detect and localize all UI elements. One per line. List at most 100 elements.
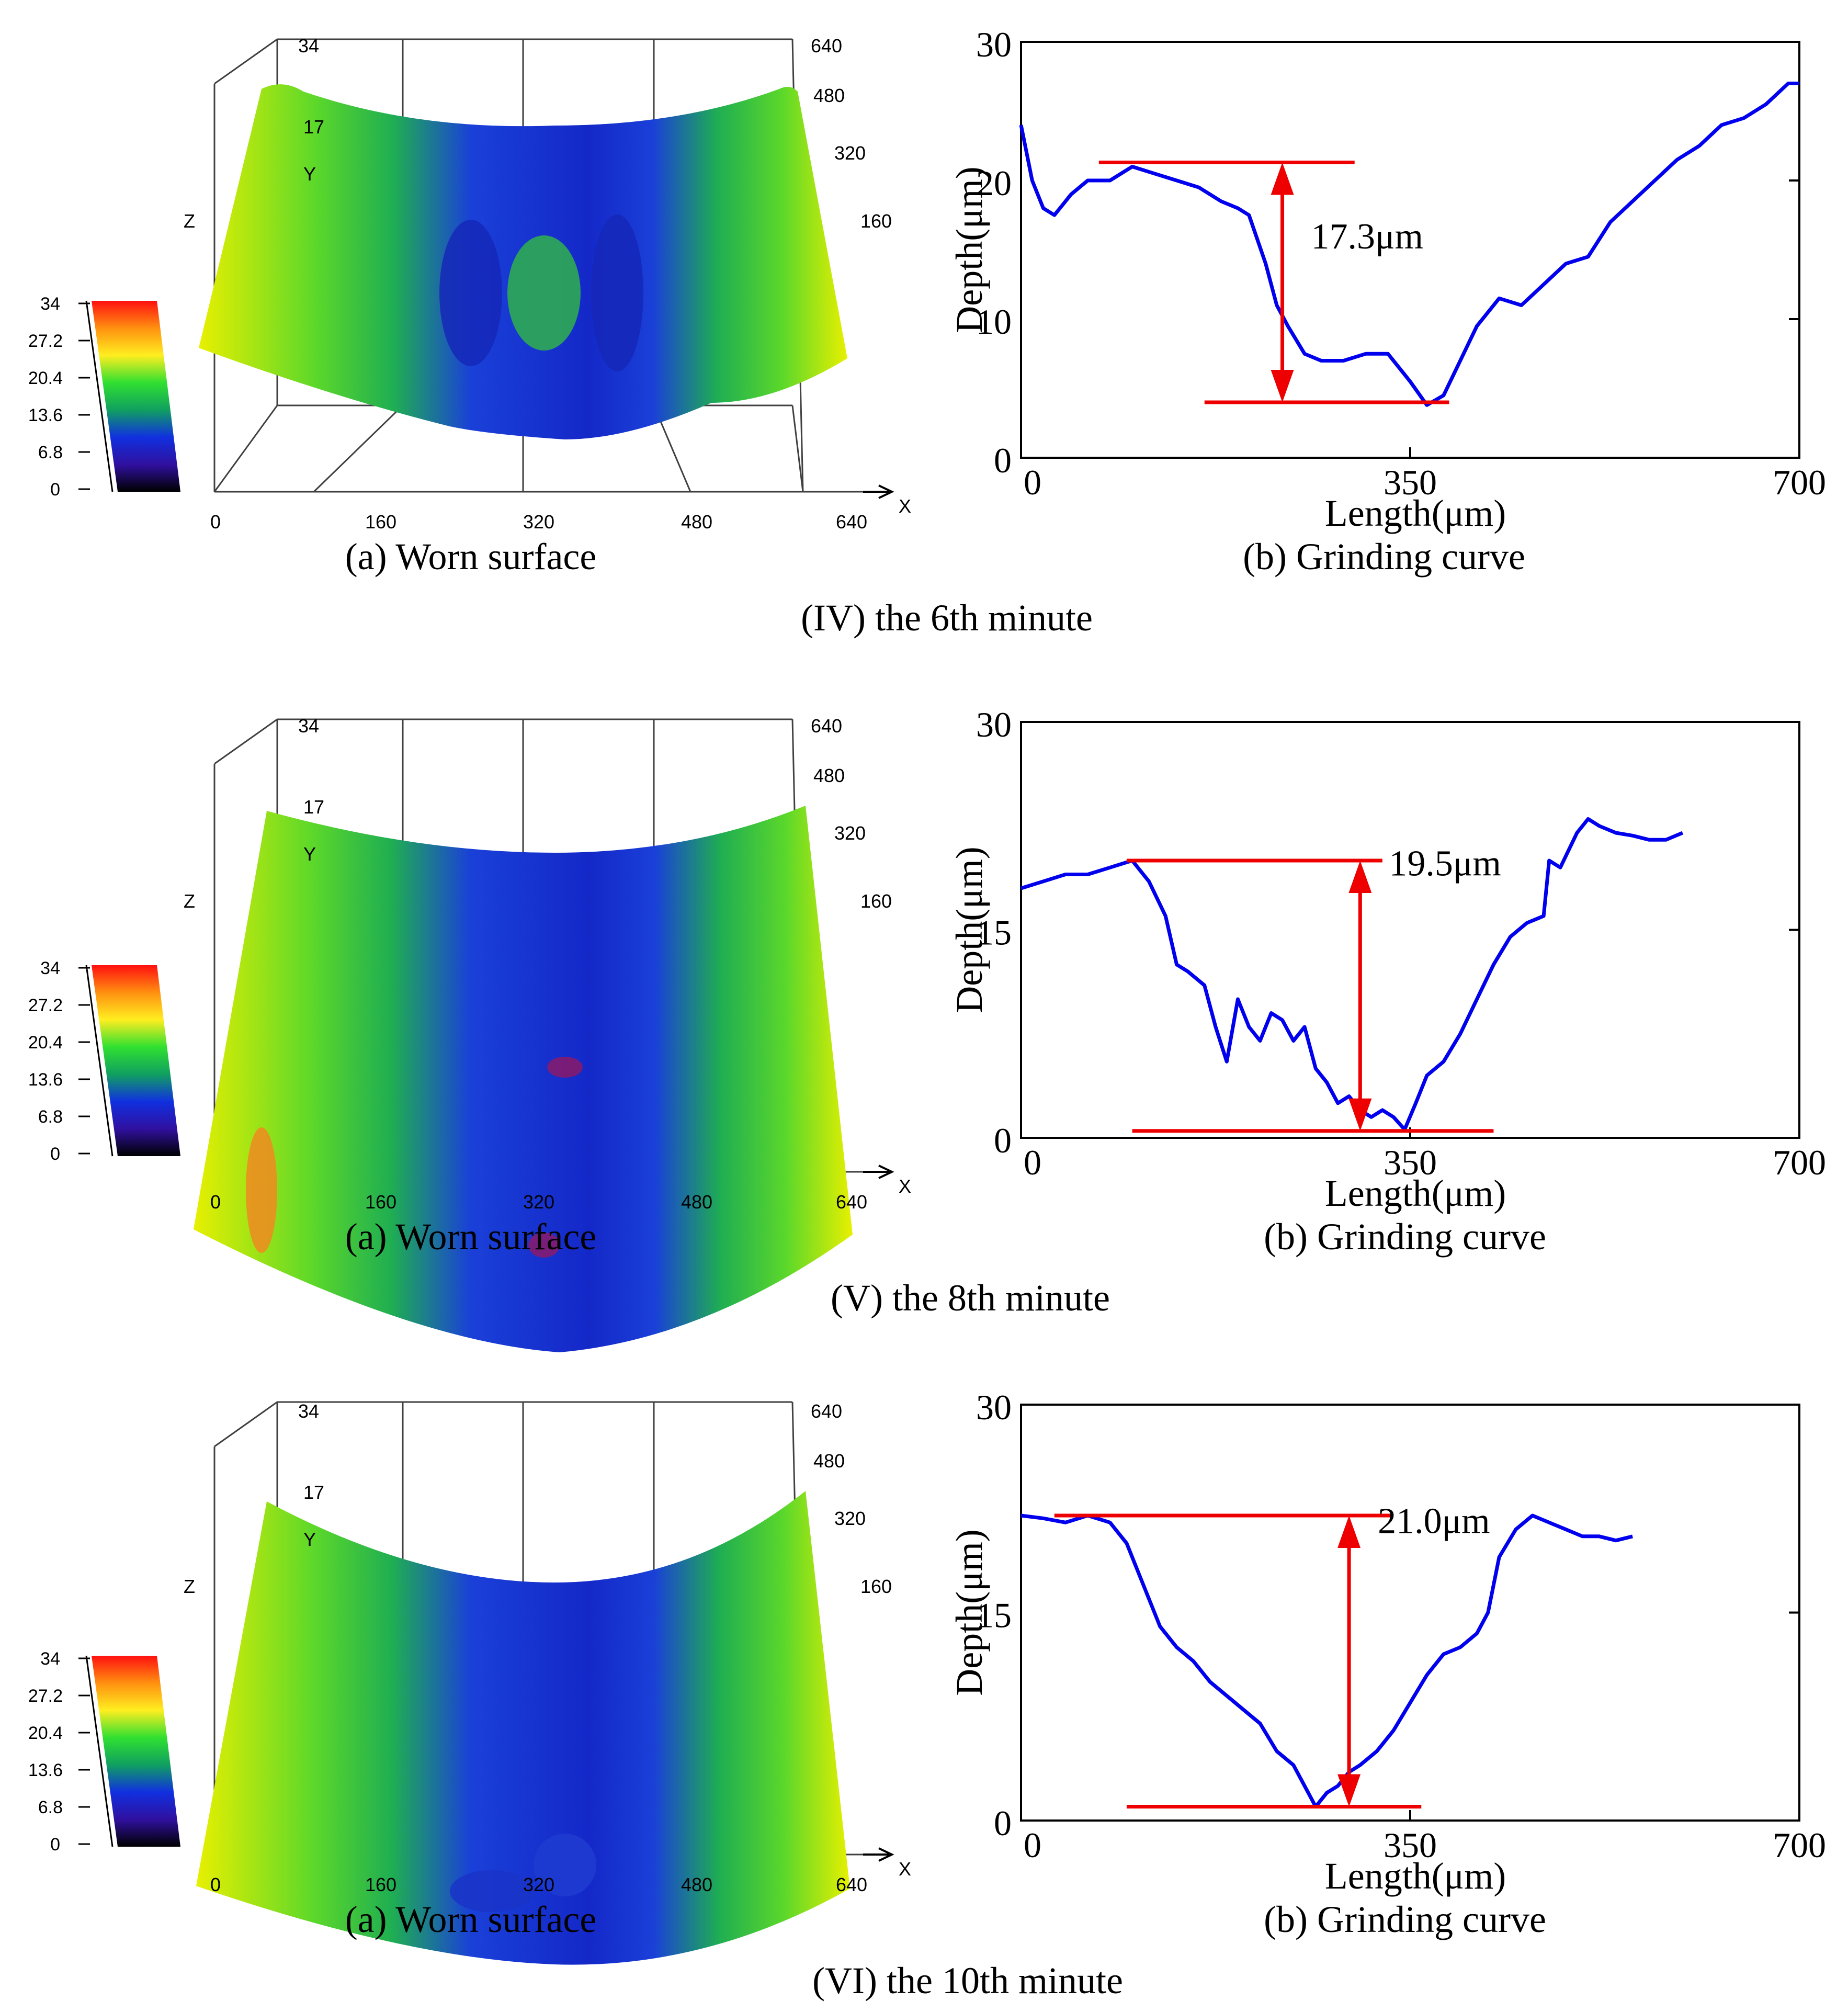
x-tick-label: 0: [1024, 1143, 1041, 1182]
colorbar-tick-label: 20.4: [28, 1723, 63, 1743]
y-tick-label: 480: [813, 85, 845, 106]
y-tick-label: 480: [813, 1450, 845, 1472]
y-tick-label: 0: [994, 1121, 1012, 1160]
grinding-curve-line: [1021, 1513, 1633, 1808]
arrowhead-down-icon: [1337, 1774, 1361, 1807]
colorbar-axis: [85, 300, 114, 492]
y-tick-label: 640: [811, 1400, 842, 1422]
surface-feature: [547, 1057, 583, 1078]
z-axis-label: Z: [184, 210, 195, 232]
x-tick-label: 0: [1024, 462, 1041, 502]
wireframe-line: [214, 38, 278, 85]
grinding-curve-line: [1020, 817, 1684, 1132]
y-axis-label: Y: [303, 163, 316, 185]
plot-frame: [1020, 1404, 1800, 1822]
worn-surface-panel: 34 17 Y Z X 0 160 320 480 640 640 480 320 160 34 27.2 20…: [28, 1400, 911, 1965]
z-mid-label: 17: [303, 116, 324, 138]
wireframe-line: [791, 405, 804, 492]
x-tick-label: 480: [681, 1874, 712, 1895]
y-tick-label: 15: [976, 913, 1012, 953]
x-tick-label: 640: [836, 1874, 867, 1895]
surface-feature: [507, 235, 581, 351]
arrowhead-down-icon: [1271, 370, 1294, 402]
x-axis-title: Length(μm): [1325, 1172, 1506, 1214]
y-tick-label: 640: [811, 715, 842, 737]
wireframe-line: [214, 1401, 278, 1448]
depth-annotation-label: 21.0μm: [1378, 1501, 1490, 1541]
x-axis-label: X: [899, 1175, 911, 1197]
x-arrow-icon: [863, 1165, 894, 1179]
colorbar-tick-label: 20.4: [28, 1033, 63, 1053]
y-tick-label: 160: [860, 1576, 892, 1597]
x-tick-label: 320: [523, 511, 554, 533]
z-top-label: 34: [298, 715, 319, 737]
y-tick-label: 160: [860, 890, 892, 912]
wireframe-line: [213, 405, 278, 492]
y-tick-label: 640: [811, 35, 842, 56]
colorbar-tick-label: 6.8: [38, 1798, 63, 1817]
y-tick-label: 30: [976, 705, 1012, 744]
x-tick-label: 0: [1024, 1825, 1041, 1865]
depth-annotation-label: 17.3μm: [1311, 217, 1423, 257]
plot-frame: [1020, 721, 1800, 1139]
colorbar-tick-label: 13.6: [28, 1070, 63, 1090]
figure-row-6: 34 17 Y Z X 0 160 320 480 640 640 480 320 160 34 27.2 20…: [28, 1387, 1826, 2002]
arrowhead-down-icon: [1348, 1098, 1372, 1131]
surface-feature: [439, 220, 502, 366]
x-tick-label: 350: [1384, 1143, 1437, 1182]
row-caption: (IV) the 6th minute: [801, 597, 1093, 639]
y-tick-label: 10: [976, 302, 1012, 342]
grinding-curve-chart: 0 10 20 30 0 350 700 Length(μm) Depth(μm) 17.3μm (…: [948, 25, 1826, 578]
surface-feature: [450, 1870, 534, 1912]
surface-feature: [246, 1127, 277, 1253]
depth-annotation-label: 19.5μm: [1389, 843, 1501, 884]
row-caption: (VI) the 10th minute: [812, 1960, 1123, 2002]
y-tick-label: 320: [834, 822, 866, 844]
y-tick-label: 320: [834, 1508, 866, 1529]
surface-caption: (a) Worn surface: [345, 536, 597, 578]
z-axis-label: Z: [184, 890, 195, 912]
arrowhead-up-icon: [1337, 1516, 1361, 1548]
colorbar-tick-label: 27.2: [28, 331, 63, 351]
grinding-curve-chart: 0 15 30 0 350 700 Length(μm) Depth(μm) 19.5μm (b)…: [948, 705, 1826, 1258]
colorbar-axis: [85, 1655, 114, 1847]
x-tick-label: 640: [836, 1191, 867, 1213]
worn-surface-panel: 34 17 Y Z X 0 160 320 480 640 640 480 320 160 34 27.2 20…: [28, 35, 911, 578]
grinding-curve-chart: 0 15 30 0 350 700 Length(μm) Depth(μm) 21.0μm (b)…: [948, 1387, 1826, 1940]
x-tick-label: 0: [210, 1191, 221, 1213]
x-tick-label: 480: [681, 511, 712, 533]
worn-surface-panel: 34 17 Y Z X 0 160 320 480 640 640 480 320 160 34 27.2 20…: [28, 715, 911, 1352]
x-tick-label: 0: [210, 511, 221, 533]
colorbar-tick-label: 6.8: [38, 443, 63, 462]
colorbar-tick-label: 27.2: [28, 996, 63, 1015]
arrowhead-up-icon: [1271, 162, 1294, 195]
colorbar-tick-label: 13.6: [28, 405, 63, 425]
x-axis-title: Length(μm): [1325, 1855, 1506, 1897]
arrowhead-up-icon: [1348, 861, 1372, 893]
x-tick-label: 700: [1773, 462, 1826, 502]
y-tick-label: 320: [834, 142, 866, 164]
colorbar-tick-label: 27.2: [28, 1686, 63, 1706]
z-mid-label: 17: [303, 1482, 324, 1503]
colorbar-tick-label: 20.4: [28, 368, 63, 388]
colorbar-tick-label: 34: [40, 294, 60, 314]
z-top-label: 34: [298, 35, 319, 56]
x-arrow-icon: [863, 484, 894, 499]
x-tick-label: 350: [1384, 1825, 1437, 1865]
y-tick-label: 0: [994, 440, 1012, 480]
colorbar: [92, 1656, 180, 1847]
y-tick-label: 30: [976, 1387, 1012, 1427]
y-axis-label: Y: [303, 1529, 316, 1550]
colorbar-tick-label: 13.6: [28, 1760, 63, 1780]
row-caption: (V) the 8th minute: [831, 1277, 1110, 1319]
x-tick-label: 350: [1384, 462, 1437, 502]
curve-caption: (b) Grinding curve: [1264, 1216, 1546, 1258]
x-tick-label: 480: [681, 1191, 712, 1213]
z-mid-label: 17: [303, 796, 324, 818]
figure-row-4: 34 17 Y Z X 0 160 320 480 640 640 480 320 160 34 27.2 20…: [28, 25, 1826, 639]
y-tick-label: 0: [994, 1803, 1012, 1843]
colorbar-tick-label: 34: [40, 1649, 60, 1669]
colorbar-tick-label: 0: [50, 1144, 60, 1164]
x-tick-label: 0: [210, 1874, 221, 1895]
